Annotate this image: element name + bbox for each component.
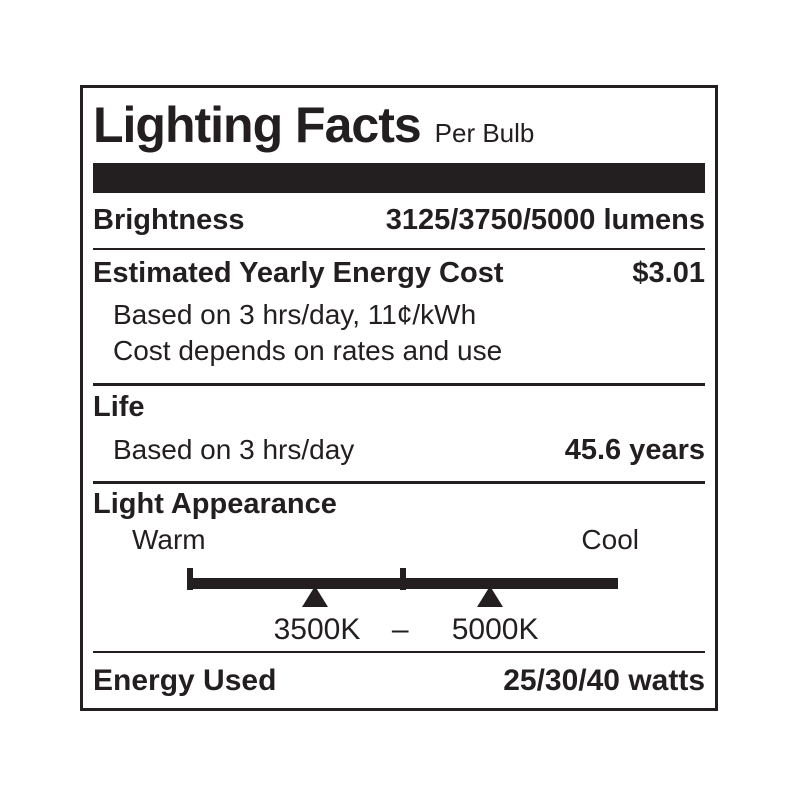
life-value: 45.6 years [564, 433, 705, 466]
light-appearance-section: Light Appearance Warm Cool 3500K – 5000K [93, 484, 705, 651]
kelvin-label-high: 5000K [451, 613, 539, 646]
energy-cost-heading: Estimated Yearly Energy Cost [93, 257, 504, 289]
scale-bar [187, 568, 618, 607]
energy-used-heading: Energy Used [93, 663, 277, 697]
label-header: Lighting Facts Per Bulb [93, 88, 705, 163]
section-divider [93, 651, 705, 653]
color-temp-scale [93, 556, 705, 608]
energy-cost-row: Estimated Yearly Energy Cost $3.01 [93, 250, 705, 297]
life-basis: Based on 3 hrs/day [113, 434, 355, 465]
brightness-value: 3125/3750/5000 lumens [385, 204, 705, 236]
scale-middle-tick [399, 568, 406, 590]
energy-used-row: Energy Used 25/30/40 watts [93, 653, 705, 708]
energy-cost-section: Estimated Yearly Energy Cost $3.01 Based… [93, 250, 705, 383]
life-heading-row: Life [93, 386, 705, 428]
life-section: Life Based on 3 hrs/day 45.6 years [93, 386, 705, 481]
marker-triangle-icon [476, 586, 503, 607]
kelvin-range-separator: – [391, 613, 409, 646]
label-title: Lighting Facts [93, 97, 422, 153]
energy-used-value: 25/30/40 watts [503, 663, 705, 697]
warm-label: Warm [132, 524, 206, 555]
energy-cost-note-basis: Based on 3 hrs/day, 11¢/kWh [113, 299, 477, 330]
section-divider [93, 383, 705, 386]
kelvin-labels-row: 3500K – 5000K [93, 608, 705, 651]
energy-cost-note-disclaimer: Cost depends on rates and use [113, 335, 503, 366]
label-subtitle: Per Bulb [434, 118, 535, 148]
life-heading: Life [93, 390, 145, 423]
header-divider-bar [93, 163, 705, 193]
kelvin-label-low: 3500K [273, 613, 361, 646]
cool-label: Cool [581, 524, 639, 555]
energy-cost-value: $3.01 [632, 257, 705, 289]
section-divider [93, 248, 705, 250]
scale-left-tick [187, 568, 193, 590]
life-value-row: Based on 3 hrs/day 45.6 years [93, 428, 705, 472]
brightness-heading: Brightness [93, 204, 245, 236]
light-appearance-heading-row: Light Appearance [93, 484, 705, 524]
marker-triangle-icon [302, 586, 328, 607]
light-appearance-heading: Light Appearance [93, 487, 337, 520]
brightness-row: Brightness 3125/3750/5000 lumens [93, 193, 705, 248]
warm-cool-row: Warm Cool [93, 524, 705, 556]
section-divider [93, 481, 705, 484]
lighting-facts-label: Lighting Facts Per Bulb Brightness 3125/… [80, 85, 718, 711]
